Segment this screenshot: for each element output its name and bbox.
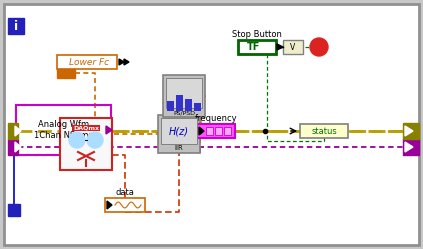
Text: H(z): H(z): [169, 126, 189, 136]
FancyBboxPatch shape: [238, 40, 276, 54]
FancyBboxPatch shape: [166, 78, 202, 108]
FancyBboxPatch shape: [105, 198, 145, 212]
Text: i: i: [14, 19, 18, 33]
FancyBboxPatch shape: [60, 118, 112, 170]
FancyBboxPatch shape: [224, 127, 231, 135]
FancyBboxPatch shape: [185, 99, 192, 111]
Polygon shape: [124, 59, 129, 65]
FancyBboxPatch shape: [163, 75, 205, 117]
Text: status: status: [311, 126, 337, 135]
Polygon shape: [199, 127, 204, 135]
Circle shape: [310, 38, 328, 56]
FancyBboxPatch shape: [167, 101, 174, 111]
FancyBboxPatch shape: [4, 4, 419, 245]
Polygon shape: [15, 142, 21, 152]
Text: IIR: IIR: [175, 145, 184, 151]
FancyBboxPatch shape: [161, 118, 197, 144]
FancyBboxPatch shape: [215, 127, 222, 135]
Text: TF: TF: [247, 42, 261, 52]
FancyBboxPatch shape: [57, 68, 75, 78]
Polygon shape: [106, 126, 112, 134]
FancyBboxPatch shape: [8, 204, 20, 216]
FancyBboxPatch shape: [403, 139, 419, 155]
FancyBboxPatch shape: [283, 40, 303, 54]
FancyBboxPatch shape: [8, 139, 18, 155]
Polygon shape: [277, 44, 283, 50]
Polygon shape: [119, 59, 124, 65]
Text: DAQmx: DAQmx: [73, 125, 99, 130]
Text: frequency: frequency: [195, 114, 237, 123]
FancyBboxPatch shape: [403, 123, 419, 139]
Text: V: V: [290, 43, 296, 52]
FancyBboxPatch shape: [206, 127, 213, 135]
Polygon shape: [107, 201, 112, 209]
Polygon shape: [405, 142, 413, 152]
Text: PS/PSD: PS/PSD: [173, 111, 195, 116]
FancyBboxPatch shape: [176, 95, 183, 111]
FancyBboxPatch shape: [8, 123, 18, 139]
Polygon shape: [15, 126, 21, 136]
FancyBboxPatch shape: [57, 55, 117, 69]
Text: Analog Wfm
1Chan NSamp: Analog Wfm 1Chan NSamp: [33, 120, 93, 140]
Text: data: data: [115, 187, 135, 196]
FancyBboxPatch shape: [8, 18, 24, 34]
Text: Stop Button: Stop Button: [232, 29, 282, 39]
FancyBboxPatch shape: [300, 124, 348, 138]
FancyBboxPatch shape: [197, 124, 235, 138]
Text: Lower Fc: Lower Fc: [69, 58, 109, 66]
Polygon shape: [405, 126, 413, 136]
Circle shape: [69, 132, 85, 148]
Circle shape: [87, 132, 103, 148]
FancyBboxPatch shape: [158, 115, 200, 153]
FancyBboxPatch shape: [194, 103, 201, 111]
